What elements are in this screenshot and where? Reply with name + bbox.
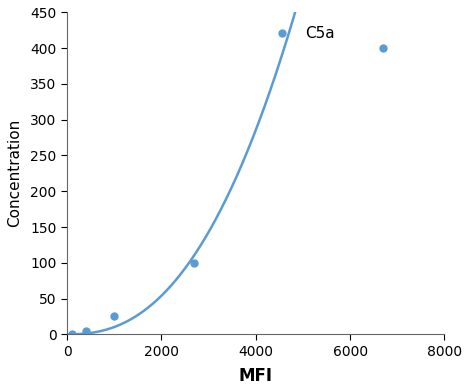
Y-axis label: Concentration: Concentration xyxy=(7,119,22,227)
Line: C5a: C5a xyxy=(68,45,386,338)
C5a xyxy=(69,332,75,337)
C5a xyxy=(83,328,89,333)
C5a xyxy=(112,314,117,319)
C5a xyxy=(380,46,386,51)
X-axis label: MFI: MFI xyxy=(239,367,273,385)
C5a xyxy=(192,260,197,265)
Legend: C5a: C5a xyxy=(261,20,341,47)
